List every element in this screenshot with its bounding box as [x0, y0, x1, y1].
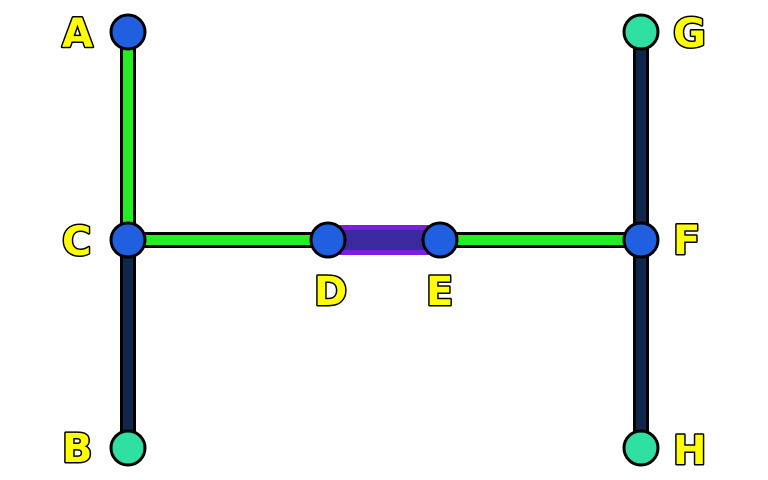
- node-a[interactable]: [109, 13, 147, 51]
- node-b[interactable]: [109, 429, 147, 467]
- node-label-c: C: [62, 219, 91, 265]
- node-c[interactable]: [109, 221, 147, 259]
- node-label-h: H: [673, 428, 706, 474]
- node-d[interactable]: [309, 221, 347, 259]
- node-h[interactable]: [622, 429, 660, 467]
- node-label-d: D: [314, 269, 347, 315]
- labels-layer: A C B D E F G H: [61, 10, 708, 476]
- edges-layer: [120, 32, 649, 448]
- node-label-e: E: [426, 269, 453, 315]
- nodes-layer: [109, 13, 660, 467]
- node-e[interactable]: [421, 221, 459, 259]
- node-label-a: A: [62, 11, 93, 57]
- node-label-b: B: [62, 426, 93, 472]
- node-f[interactable]: [622, 221, 660, 259]
- node-g[interactable]: [622, 13, 660, 51]
- node-label-g: G: [673, 11, 706, 57]
- node-label-f: F: [673, 218, 700, 264]
